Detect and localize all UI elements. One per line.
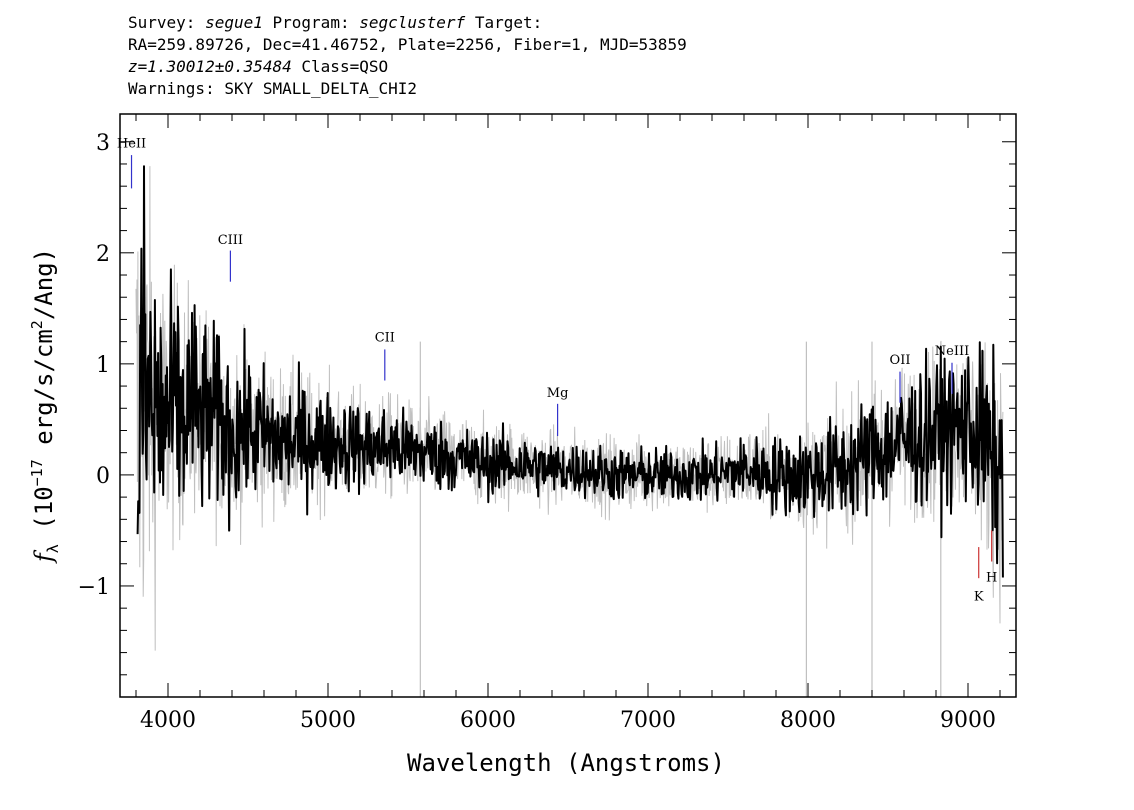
y-tick-label: 1 <box>96 353 110 378</box>
plot-axes <box>119 113 1017 698</box>
line-label-ciii: CIII <box>218 233 243 248</box>
x-tick-label: 4000 <box>140 708 196 733</box>
x-tick-label: 6000 <box>460 708 516 733</box>
y-tick-label: −1 <box>78 575 110 600</box>
spectral-line-markers: HeII CIII CII Mg OII NeIII KH <box>117 136 997 604</box>
error-series-path <box>135 166 1004 651</box>
y-label-sub: λ <box>44 544 62 553</box>
y-axis-label: fλ (10−17 erg/s/cm2/Ang) <box>28 248 62 564</box>
target-label: Target: <box>474 13 543 32</box>
y-label-text: (10 <box>30 486 58 529</box>
x-axis-label: Wavelength (Angstroms) <box>407 749 725 777</box>
y-tick-label: 0 <box>96 464 110 489</box>
program-value: segclusterf <box>359 13 466 32</box>
line-label-k: K <box>974 589 984 604</box>
line-label-heii: HeII <box>117 136 146 151</box>
header-line-redshift: z=1.30012±0.35484 Class=QSO <box>128 56 687 78</box>
spectrum-header: Survey: segue1 Program: segclusterf Targ… <box>128 12 687 100</box>
header-line-warnings: Warnings: SKY SMALL_DELTA_CHI2 <box>128 79 417 98</box>
class-value: Class=QSO <box>301 57 389 76</box>
flux-series-path <box>136 165 1004 578</box>
y-label-tail: /Ang) <box>30 248 58 320</box>
line-label-cii: CII <box>375 331 395 346</box>
y-label-unit: erg/s/cm <box>30 329 58 445</box>
survey-value: segue1 <box>205 13 263 32</box>
y-tick-label: 2 <box>96 242 110 267</box>
line-label-h: H <box>986 571 997 586</box>
y-label-unit-exp: 2 <box>28 320 46 329</box>
x-tick-label: 7000 <box>620 708 676 733</box>
flux-series <box>136 165 1004 578</box>
header-line-survey: Survey: segue1 Program: segclusterf Targ… <box>128 12 687 34</box>
line-label-oii: OII <box>890 353 911 368</box>
y-tick-label: 3 <box>96 131 110 156</box>
x-tick-label: 5000 <box>300 708 356 733</box>
tick-labels: 4000 5000 6000 7000 8000 9000 −1 0 1 2 3 <box>78 131 996 733</box>
program-label: Program: <box>272 13 350 32</box>
line-label-neiii: NeIII <box>935 344 969 359</box>
x-tick-label: 8000 <box>780 708 836 733</box>
plot-frame <box>119 113 1017 698</box>
y-label-exp: −17 <box>28 459 46 486</box>
survey-label: Survey: <box>128 13 196 32</box>
line-label-mg: Mg <box>547 386 569 401</box>
x-tick-label: 9000 <box>940 708 996 733</box>
header-line-coordinates: RA=259.89726, Dec=41.46752, Plate=2256, … <box>128 35 687 54</box>
redshift-value: z=1.30012±0.35484 <box>128 57 292 76</box>
